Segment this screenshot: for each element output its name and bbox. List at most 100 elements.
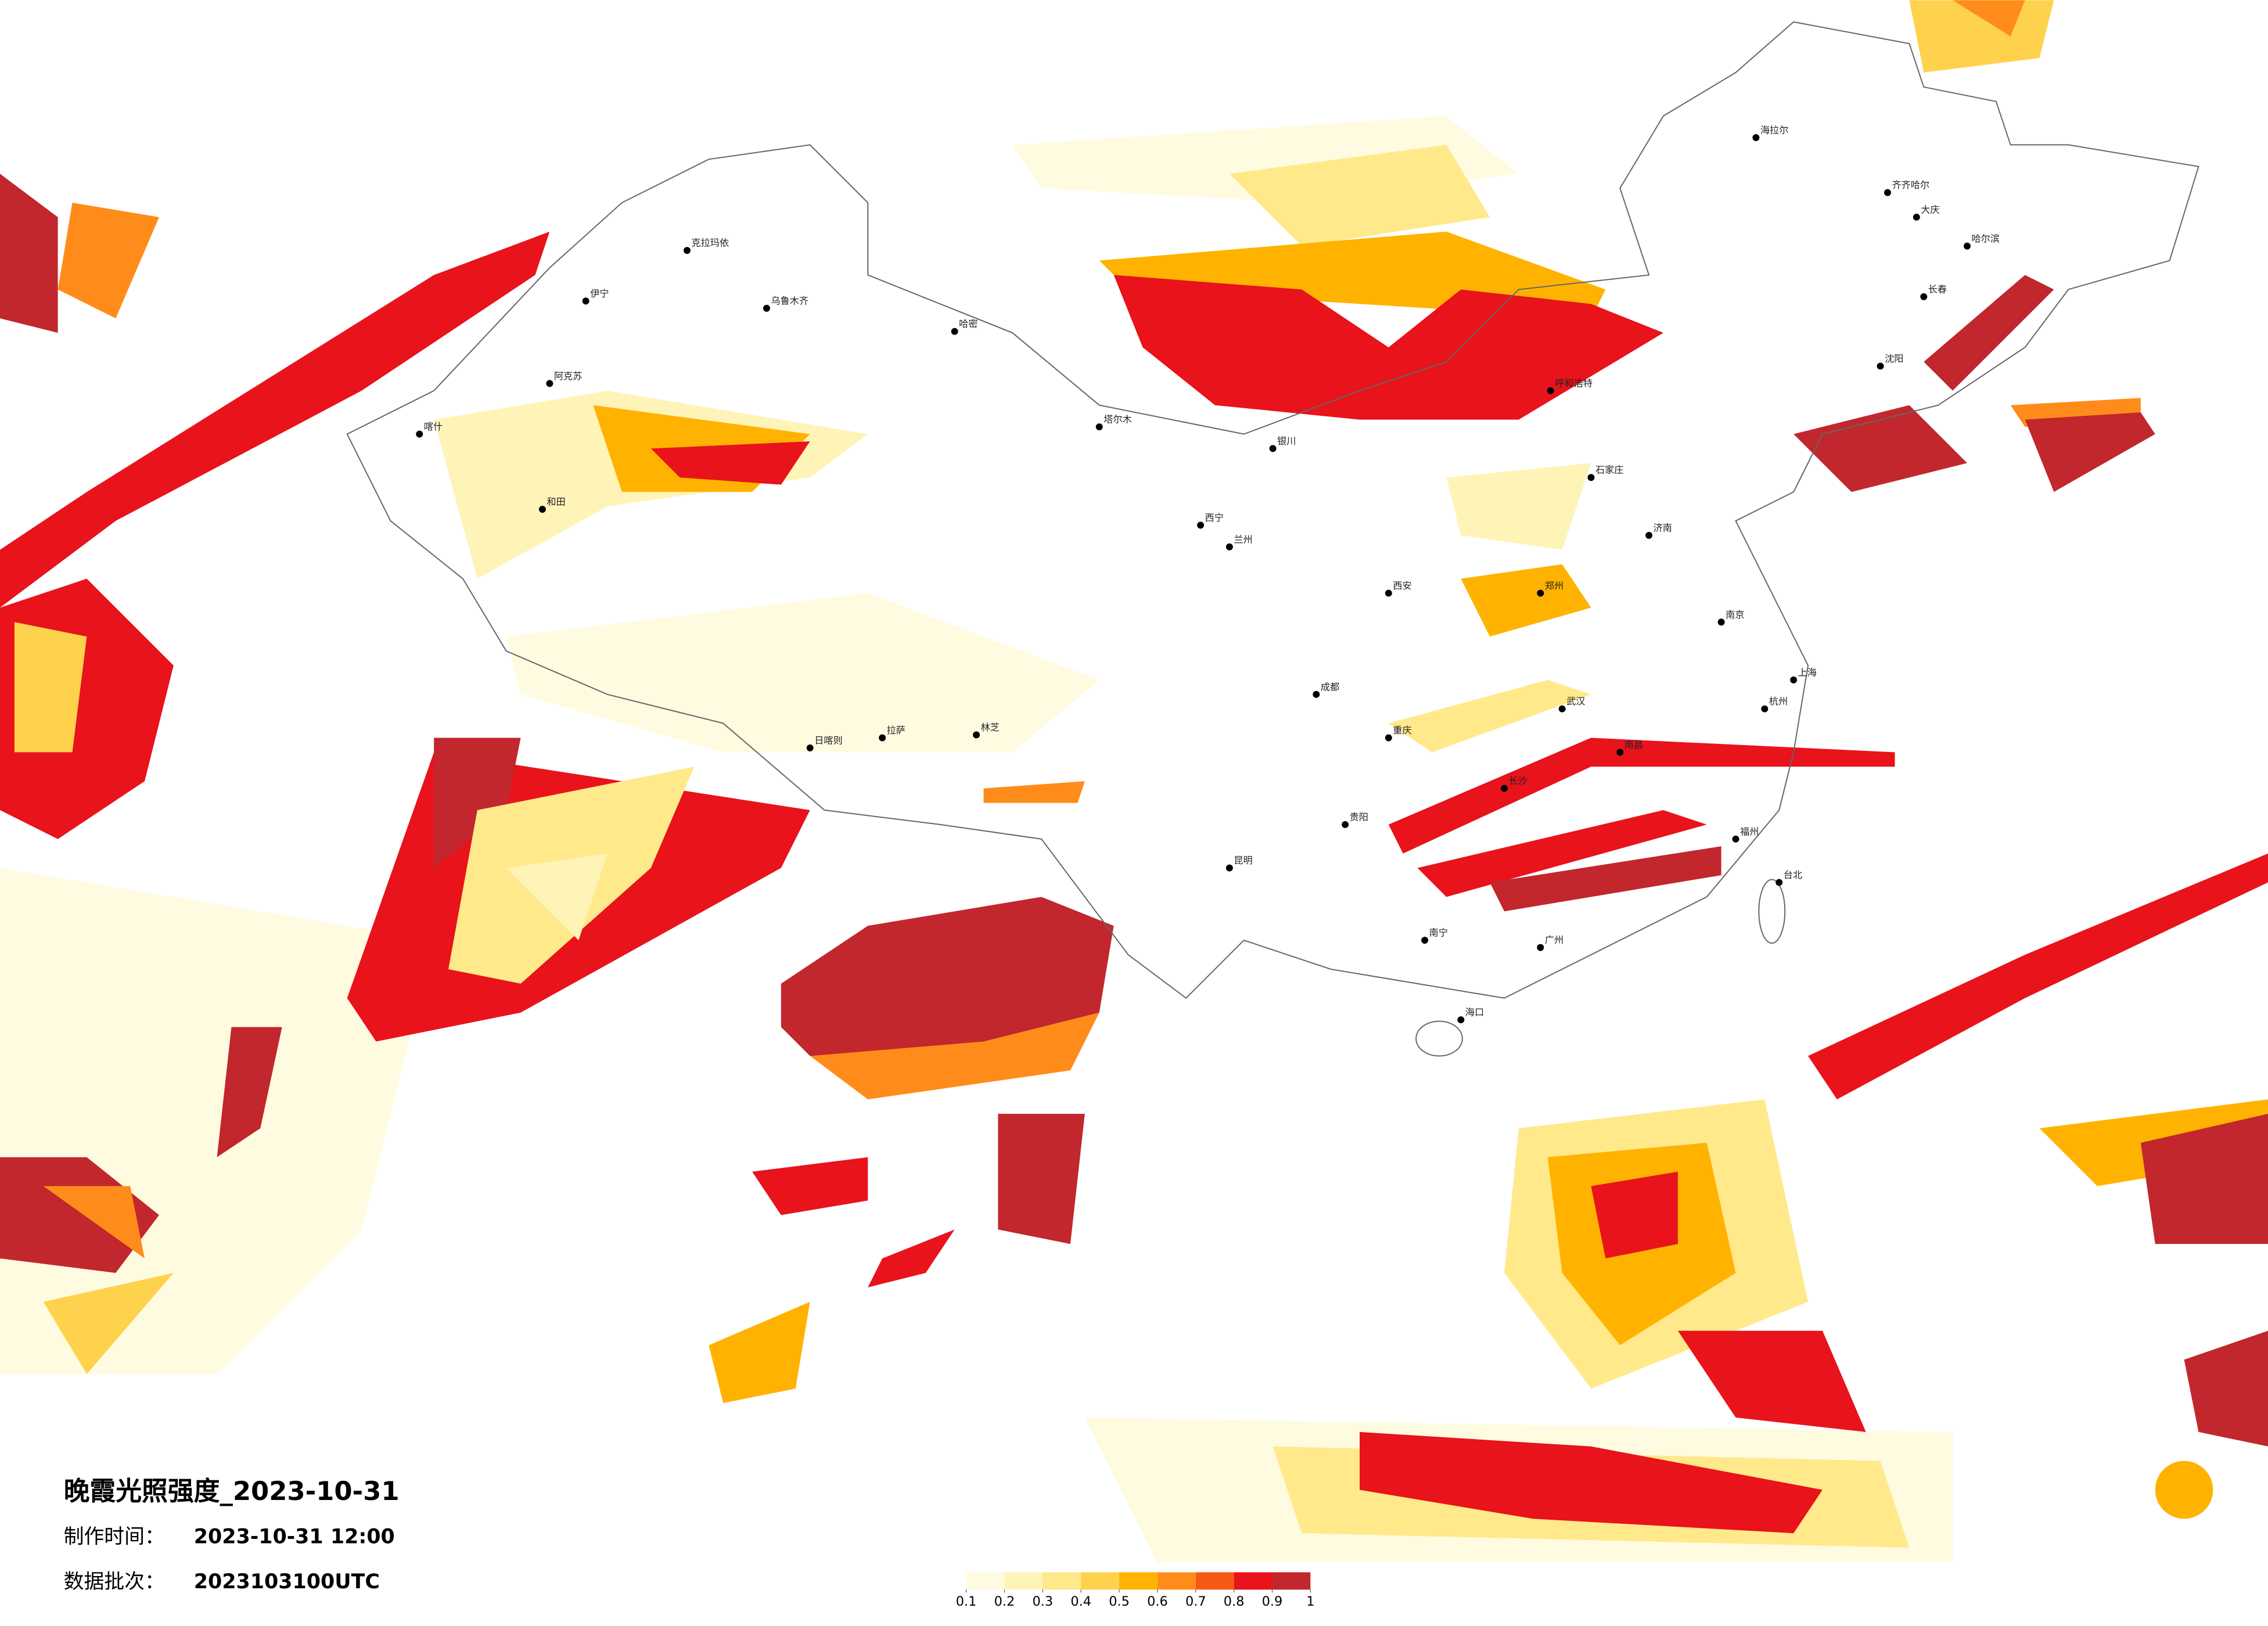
city-label: 石家庄: [1595, 465, 1624, 476]
city-label: 武汉: [1566, 696, 1585, 707]
city-dot: [1537, 589, 1544, 597]
city-label: 南昌: [1624, 739, 1643, 750]
city-dot: [1761, 705, 1769, 713]
country-outline: [346, 21, 2199, 999]
legend-tick-label: 0.8: [1224, 1594, 1245, 1609]
city-label: 齐齐哈尔: [1892, 179, 1929, 190]
city-dot: [1920, 293, 1928, 300]
city-dot: [582, 297, 590, 305]
cloud-patch: [2155, 1460, 2213, 1519]
city-dot: [1616, 749, 1624, 756]
cloud-patch: [868, 1229, 955, 1287]
city-label: 日喀则: [814, 735, 843, 746]
city-label: 西宁: [1205, 512, 1224, 523]
city-label: 银川: [1277, 436, 1296, 447]
city-label: 成都: [1321, 681, 1339, 692]
city-dot: [1385, 734, 1392, 742]
city-dot: [1775, 879, 1783, 886]
city-dot: [1587, 474, 1595, 481]
boundary: [346, 21, 2199, 1057]
time-value: 2023-10-31 12:00: [194, 1526, 395, 1549]
legend-tick-label: 0.4: [1070, 1594, 1091, 1609]
cloud-patch: [1388, 679, 1591, 753]
city-dot: [1225, 543, 1233, 551]
cloud-patch: [1793, 405, 1967, 492]
city-dot: [1884, 189, 1891, 196]
cloud-patch: [1677, 1330, 1866, 1432]
city-dot: [1197, 521, 1205, 529]
city-dot: [1501, 785, 1508, 792]
city-label: 塔尔木: [1104, 414, 1132, 425]
legend-cell: [1004, 1572, 1043, 1590]
cloud-patch: [2140, 1114, 2268, 1244]
cloud-patch: [506, 593, 1099, 753]
cloud-patch: [810, 1012, 1099, 1100]
cloud-patch: [781, 897, 1114, 1056]
legend-cell: [1272, 1572, 1311, 1590]
legend-cell: [1043, 1572, 1081, 1590]
city-label: 长春: [1928, 283, 1947, 294]
cloud-patch: [0, 174, 58, 333]
city-label: 广州: [1545, 934, 1563, 945]
city-label: 喀什: [424, 421, 443, 432]
cloud-patch: [650, 441, 810, 485]
city-label: 大庆: [1921, 204, 1939, 215]
city-dot: [973, 731, 980, 739]
city-dot: [1225, 864, 1233, 872]
city-dot: [1732, 835, 1739, 843]
legend-cell: [1157, 1572, 1196, 1590]
cloud-patch: [0, 231, 550, 608]
legend-tick-label: 0.6: [1147, 1594, 1168, 1609]
city-label: 海拉尔: [1760, 124, 1789, 135]
cloud-patch: [1388, 738, 1895, 854]
city-dot: [1313, 690, 1320, 698]
cloud-patch: [14, 622, 87, 753]
city-label: 沈阳: [1885, 353, 1903, 364]
city-dot: [1877, 362, 1884, 370]
city-label: 重庆: [1393, 725, 1411, 736]
cloud-patch: [1953, 0, 2025, 37]
legend-cell: [966, 1572, 1005, 1590]
city-label: 南宁: [1429, 927, 1448, 938]
cloud-patch: [709, 1301, 810, 1404]
cloud-patch: [2025, 412, 2155, 492]
cloud-patch: [1924, 275, 2054, 391]
city-label: 南京: [1726, 609, 1744, 620]
city-label: 郑州: [1545, 580, 1563, 591]
city-dot: [546, 380, 553, 387]
city-label: 拉萨: [887, 725, 905, 736]
legend-cell: [1081, 1572, 1120, 1590]
legend-tick-label: 0.2: [994, 1594, 1015, 1609]
city-label: 昆明: [1234, 855, 1252, 866]
cloud-patch: [434, 738, 521, 868]
time-label: 制作时间：: [64, 1526, 165, 1549]
city-label: 杭州: [1769, 696, 1788, 707]
city-label: 克拉玛依: [691, 238, 729, 249]
city-label: 阿克苏: [554, 370, 583, 382]
batch-value: 2023103100UTC: [194, 1570, 380, 1593]
city-dot: [1752, 134, 1760, 141]
city-dot: [1421, 937, 1429, 944]
city-label: 福州: [1740, 826, 1759, 837]
cloud-patch: [1417, 810, 1707, 897]
city-label: 台北: [1784, 869, 1802, 880]
city-label: 兰州: [1234, 534, 1252, 545]
city-label: 上海: [1798, 667, 1817, 678]
city-label: 呼和浩特: [1555, 377, 1593, 388]
cloud-layer: [0, 0, 2268, 1563]
legend-tick-label: 0.1: [956, 1594, 977, 1609]
cloud-patch: [217, 1027, 282, 1157]
city-dot: [1964, 242, 1971, 250]
city-dot: [1342, 821, 1349, 828]
city-label: 乌鲁木齐: [771, 295, 808, 306]
cloud-patch: [1446, 463, 1591, 550]
city-dot: [683, 247, 691, 254]
city-dot: [1558, 705, 1566, 713]
city-label: 长沙: [1509, 775, 1527, 786]
legend-tick-label: 0.9: [1262, 1594, 1283, 1609]
city-label: 哈密: [959, 318, 977, 329]
legend-tick-label: 0.7: [1185, 1594, 1206, 1609]
